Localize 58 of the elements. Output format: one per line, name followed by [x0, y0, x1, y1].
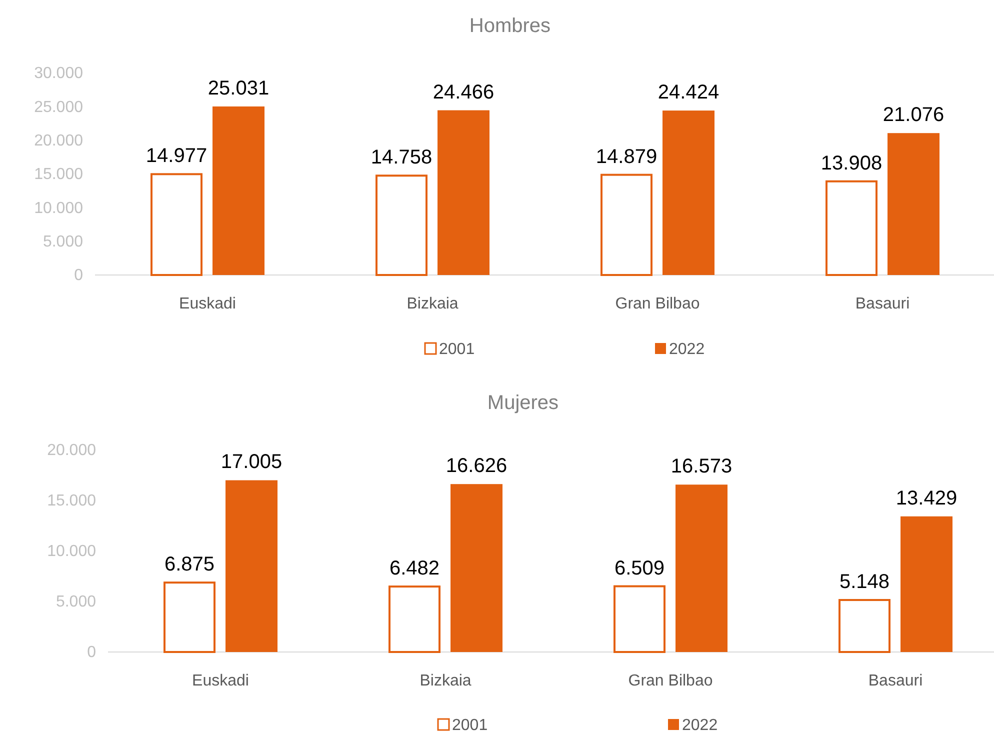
- bar: [388, 586, 440, 653]
- bar: [676, 484, 728, 652]
- y-tick-label: 15.000: [34, 166, 84, 184]
- x-tick-label: Bizkaia: [420, 672, 472, 690]
- data-label: 16.573: [670, 456, 732, 478]
- data-label: 14.879: [596, 146, 658, 168]
- bar: [900, 516, 952, 652]
- chart-title: Hombres: [469, 15, 551, 37]
- y-tick-label: 20.000: [47, 442, 96, 460]
- bar: [600, 174, 652, 276]
- data-label: 21.076: [882, 104, 944, 126]
- bar: [826, 180, 878, 276]
- y-tick-label: 10.000: [34, 200, 84, 217]
- x-tick-label: Gran Bilbao: [615, 295, 700, 312]
- x-tick-label: Euskadi: [192, 672, 249, 690]
- bar: [614, 585, 666, 653]
- data-label: 14.977: [146, 145, 208, 168]
- bar: [212, 106, 264, 275]
- y-tick-label: 0: [74, 267, 84, 284]
- bar: [888, 133, 940, 275]
- bar: [662, 110, 714, 275]
- y-tick-label: 5.000: [42, 233, 84, 250]
- legend-label: 2022: [682, 717, 718, 733]
- data-label: 6.509: [614, 557, 665, 580]
- y-tick-label: 15.000: [47, 492, 96, 510]
- data-label: 6.875: [164, 554, 215, 576]
- chart-title: Mujeres: [487, 392, 559, 414]
- x-tick-label: Basauri: [855, 295, 910, 312]
- data-label: 13.908: [820, 152, 882, 174]
- bar: [450, 484, 502, 652]
- legend-label: 2001: [439, 341, 475, 358]
- data-label: 6.482: [389, 558, 440, 580]
- bar: [376, 174, 428, 276]
- x-tick-label: Euskadi: [179, 295, 236, 312]
- data-label: 24.424: [658, 82, 720, 104]
- bar: [164, 582, 216, 653]
- legend-label: 2001: [452, 717, 488, 733]
- data-label: 17.005: [220, 451, 282, 474]
- y-tick-label: 0: [87, 644, 96, 662]
- y-tick-label: 5.000: [56, 594, 96, 611]
- bar: [150, 173, 202, 276]
- bar: [438, 110, 490, 275]
- data-label: 24.466: [432, 81, 494, 104]
- data-label: 14.758: [370, 146, 432, 169]
- y-tick-label: 10.000: [47, 543, 96, 560]
- data-label: 25.031: [208, 77, 270, 100]
- x-tick-label: Basauri: [868, 672, 923, 690]
- y-tick-label: 25.000: [34, 98, 84, 116]
- bar: [226, 480, 278, 652]
- bar: [838, 599, 890, 653]
- y-tick-label: 20.000: [34, 132, 84, 150]
- x-tick-label: Gran Bilbao: [628, 672, 713, 690]
- y-tick-label: 30.000: [34, 65, 84, 82]
- x-tick-label: Bizkaia: [406, 295, 458, 312]
- data-label: 16.626: [446, 455, 508, 478]
- data-label: 5.148: [839, 571, 890, 594]
- data-label: 13.429: [896, 487, 958, 510]
- legend-label: 2022: [669, 341, 705, 358]
